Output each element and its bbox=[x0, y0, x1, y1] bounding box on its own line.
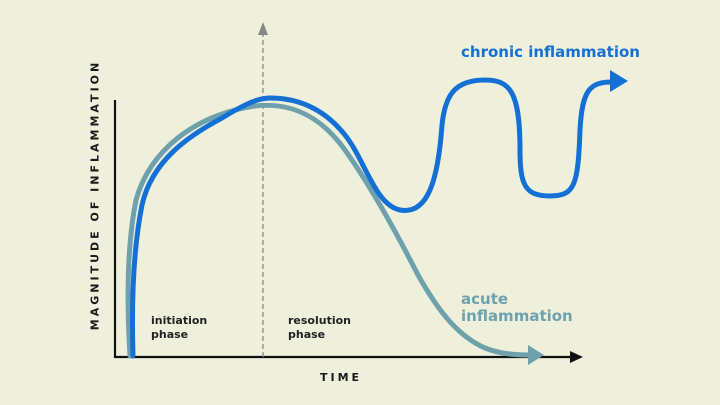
acute-label-line2: inflammation bbox=[461, 307, 573, 325]
acute-label-line1: acute bbox=[461, 290, 509, 308]
x-axis-arrowhead bbox=[570, 351, 583, 363]
initiation-phase-line2: phase bbox=[151, 328, 189, 341]
resolution-phase-label: resolution phase bbox=[288, 314, 368, 342]
acute-inflammation-label: acute inflammation bbox=[461, 291, 601, 325]
initiation-phase-line1: initiation bbox=[151, 314, 208, 327]
acute-inflammation-curve bbox=[125, 102, 533, 359]
acute-curve-arrowhead bbox=[528, 345, 544, 365]
phase-divider-arrowhead bbox=[258, 22, 268, 35]
resolution-phase-line1: resolution bbox=[288, 314, 352, 327]
chronic-inflammation-curve bbox=[129, 77, 615, 359]
y-axis-label: MAGNITUDE OF INFLAMMATION bbox=[88, 59, 102, 331]
chronic-inflammation-label: chronic inflammation bbox=[461, 43, 640, 61]
chronic-curve-arrowhead bbox=[610, 70, 628, 92]
x-axis-label: TIME bbox=[320, 371, 363, 384]
initiation-phase-label: initiation phase bbox=[151, 314, 231, 342]
resolution-phase-line2: phase bbox=[288, 328, 326, 341]
